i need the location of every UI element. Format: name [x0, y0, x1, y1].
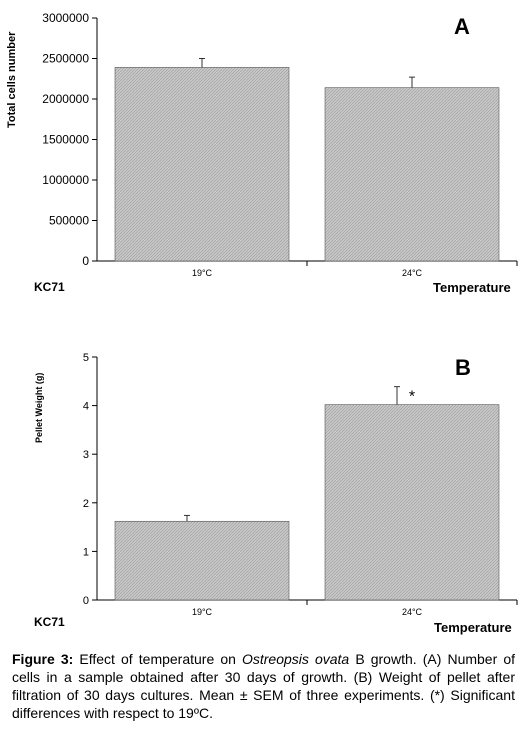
- chart-a-x-tick-label: 24°C: [402, 268, 423, 278]
- chart-b-bar-1: [114, 520, 290, 601]
- chart-b-x-axis-label: Temperature: [434, 620, 512, 635]
- chart-a-y-tick-label: 1000000: [42, 173, 89, 187]
- chart-b-significance-marker: *: [409, 389, 415, 406]
- chart-a-plot: 0 500000 1000000 1500000 2000000 2500000 30000…: [42, 11, 518, 278]
- chart-b-panel-letter: B: [455, 355, 471, 380]
- chart-panel-a: 0 500000 1000000 1500000 2000000 2500000 30000…: [0, 0, 525, 305]
- caption-text-after: B growth. (A) Number of cells in a sampl…: [12, 651, 516, 721]
- caption-text-before: Effect of temperature on: [73, 651, 242, 667]
- chart-b-x-tick-label: 24°C: [402, 607, 423, 617]
- chart-a-y-tick-label: 2000000: [42, 92, 89, 106]
- chart-b-y-tick-label: 4: [83, 401, 89, 413]
- chart-b-y-tick-label: 0: [83, 595, 89, 607]
- chart-a-x-tick-label: 19°C: [192, 268, 213, 278]
- caption-species: Ostreopsis ovata: [241, 651, 350, 667]
- caption-label: Figure 3:: [12, 651, 74, 667]
- chart-a-y-tick-label: 0: [82, 254, 89, 268]
- chart-b-y-tick-label: 5: [83, 352, 89, 364]
- chart-a-group-label: KC71: [34, 280, 65, 294]
- chart-panel-b: 0 1 2 3 4 5 19°C 24°C * Pellet Weight (g) B KC71…: [0, 345, 525, 640]
- figure-caption: Figure 3: Effect of temperature on Ostre…: [12, 650, 515, 722]
- chart-a-bar-1: [114, 67, 290, 262]
- chart-a-panel-letter: A: [454, 14, 470, 39]
- chart-b-y-axis-label: Pellet Weight (g): [34, 372, 44, 443]
- chart-a-y-tick-label: 3000000: [42, 11, 89, 25]
- chart-b-y-tick-label: 1: [83, 546, 89, 558]
- chart-b-plot: 0 1 2 3 4 5 19°C 24°C *: [83, 352, 518, 617]
- chart-b-y-tick-label: 2: [83, 498, 89, 510]
- chart-b-x-tick-label: 19°C: [192, 607, 213, 617]
- chart-a-y-tick-label: 500000: [49, 214, 89, 228]
- chart-b-group-label: KC71: [34, 615, 65, 629]
- chart-a-y-tick-label: 2500000: [42, 52, 89, 66]
- chart-a-y-axis-label: Total cells number: [6, 31, 18, 128]
- chart-b-y-tick-label: 3: [83, 449, 89, 461]
- chart-a-y-tick-label: 1500000: [42, 133, 89, 147]
- chart-a-bar-2: [324, 87, 500, 262]
- chart-a-x-axis-label: Temperature: [433, 280, 511, 295]
- chart-b-bar-2: [324, 404, 500, 601]
